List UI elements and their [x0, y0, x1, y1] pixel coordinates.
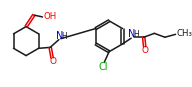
Text: OH: OH [44, 12, 57, 21]
Text: CH₃: CH₃ [176, 29, 192, 38]
Text: H: H [61, 32, 67, 41]
Text: H: H [134, 30, 139, 39]
Text: O: O [49, 57, 56, 66]
Text: N: N [56, 31, 64, 41]
Text: O: O [142, 46, 149, 55]
Text: N: N [128, 29, 136, 39]
Text: Cl: Cl [98, 62, 108, 72]
